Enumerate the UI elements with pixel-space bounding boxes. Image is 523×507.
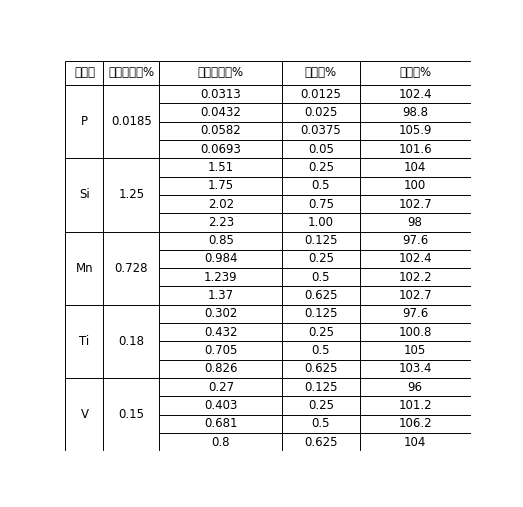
Text: 0.8: 0.8 xyxy=(212,436,230,449)
Text: 0.25: 0.25 xyxy=(308,399,334,412)
Text: 103.4: 103.4 xyxy=(399,363,432,375)
Text: 0.0432: 0.0432 xyxy=(200,106,241,119)
Text: Si: Si xyxy=(79,189,90,201)
Text: 加标値%: 加标値% xyxy=(305,66,337,80)
Text: 0.0375: 0.0375 xyxy=(301,124,342,137)
Text: 2.23: 2.23 xyxy=(208,216,234,229)
Text: 0.0693: 0.0693 xyxy=(200,142,241,156)
Text: 0.984: 0.984 xyxy=(204,252,237,266)
Text: 101.6: 101.6 xyxy=(399,142,432,156)
Text: 2.02: 2.02 xyxy=(208,198,234,210)
Text: 102.4: 102.4 xyxy=(399,252,432,266)
Text: 106.2: 106.2 xyxy=(399,417,432,430)
Text: 0.5: 0.5 xyxy=(312,179,330,192)
Text: 102.4: 102.4 xyxy=(399,88,432,101)
Text: 0.25: 0.25 xyxy=(308,252,334,266)
Text: 0.25: 0.25 xyxy=(308,325,334,339)
Text: 0.625: 0.625 xyxy=(304,436,338,449)
Text: Mn: Mn xyxy=(76,262,93,275)
Text: 1.25: 1.25 xyxy=(118,189,144,201)
Text: V: V xyxy=(81,408,88,421)
Text: 0.826: 0.826 xyxy=(204,363,237,375)
Text: 1.75: 1.75 xyxy=(208,179,234,192)
Text: 101.2: 101.2 xyxy=(399,399,432,412)
Text: 104: 104 xyxy=(404,161,426,174)
Text: 102.7: 102.7 xyxy=(399,289,432,302)
Text: P: P xyxy=(81,115,88,128)
Text: 0.18: 0.18 xyxy=(118,335,144,348)
Text: 0.625: 0.625 xyxy=(304,363,338,375)
Text: 0.125: 0.125 xyxy=(304,234,338,247)
Text: 98.8: 98.8 xyxy=(402,106,428,119)
Text: 102.7: 102.7 xyxy=(399,198,432,210)
Text: Ti: Ti xyxy=(79,335,89,348)
Text: 0.681: 0.681 xyxy=(204,417,237,430)
Text: 0.705: 0.705 xyxy=(204,344,237,357)
Text: 98: 98 xyxy=(408,216,423,229)
Text: 回收率%: 回收率% xyxy=(399,66,431,80)
Text: 1.37: 1.37 xyxy=(208,289,234,302)
Text: 0.625: 0.625 xyxy=(304,289,338,302)
Text: 0.05: 0.05 xyxy=(308,142,334,156)
Text: 0.0125: 0.0125 xyxy=(301,88,342,101)
Text: 0.0582: 0.0582 xyxy=(200,124,241,137)
Text: 0.27: 0.27 xyxy=(208,381,234,393)
Text: 100: 100 xyxy=(404,179,426,192)
Text: 1.51: 1.51 xyxy=(208,161,234,174)
Text: 0.5: 0.5 xyxy=(312,344,330,357)
Text: 0.15: 0.15 xyxy=(118,408,144,421)
Text: 0.125: 0.125 xyxy=(304,307,338,320)
Text: 0.432: 0.432 xyxy=(204,325,237,339)
Text: 96: 96 xyxy=(407,381,423,393)
Text: 105: 105 xyxy=(404,344,426,357)
Text: 1.00: 1.00 xyxy=(308,216,334,229)
Text: 量元素: 量元素 xyxy=(74,66,95,80)
Text: 0.025: 0.025 xyxy=(304,106,338,119)
Text: 实样测得値%: 实样测得値% xyxy=(108,66,154,80)
Text: 0.25: 0.25 xyxy=(308,161,334,174)
Text: 0.5: 0.5 xyxy=(312,417,330,430)
Text: 0.75: 0.75 xyxy=(308,198,334,210)
Text: 0.85: 0.85 xyxy=(208,234,234,247)
Text: 0.728: 0.728 xyxy=(115,262,148,275)
Text: 97.6: 97.6 xyxy=(402,307,428,320)
Text: 0.125: 0.125 xyxy=(304,381,338,393)
Text: 102.2: 102.2 xyxy=(399,271,432,284)
Text: 0.0185: 0.0185 xyxy=(111,115,152,128)
Text: 0.302: 0.302 xyxy=(204,307,237,320)
Text: 0.5: 0.5 xyxy=(312,271,330,284)
Text: 0.0313: 0.0313 xyxy=(200,88,241,101)
Text: 实样加标値%: 实样加标値% xyxy=(198,66,244,80)
Text: 97.6: 97.6 xyxy=(402,234,428,247)
Text: 0.403: 0.403 xyxy=(204,399,237,412)
Text: 100.8: 100.8 xyxy=(399,325,432,339)
Text: 104: 104 xyxy=(404,436,426,449)
Text: 1.239: 1.239 xyxy=(204,271,237,284)
Text: 105.9: 105.9 xyxy=(399,124,432,137)
